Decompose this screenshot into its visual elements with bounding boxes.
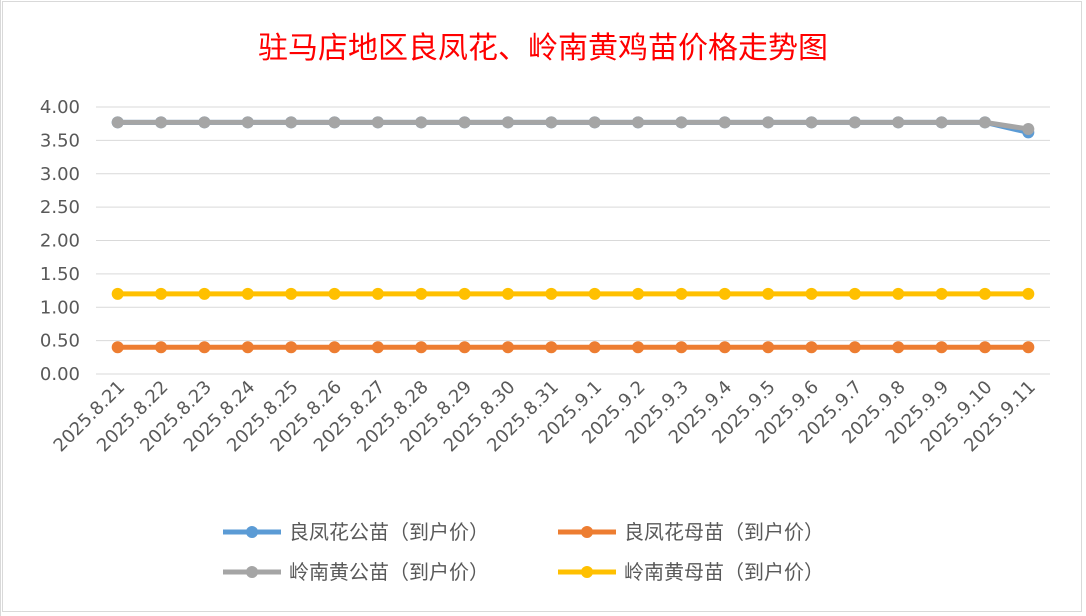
- data-point: [632, 116, 645, 129]
- legend-swatch-marker: [246, 526, 258, 538]
- series-lines: [111, 116, 1035, 354]
- data-point: [415, 116, 428, 129]
- y-tick-label: 0.50: [40, 331, 80, 352]
- data-point: [675, 116, 688, 129]
- data-point: [805, 341, 818, 354]
- data-point: [718, 116, 731, 129]
- data-point: [935, 116, 948, 129]
- chart-title: 驻马店地区良凤花、岭南黄鸡苗价格走势图: [258, 31, 828, 66]
- data-point: [848, 287, 861, 300]
- data-point: [328, 341, 341, 354]
- data-point: [718, 341, 731, 354]
- data-point: [675, 341, 688, 354]
- data-point: [501, 116, 514, 129]
- data-point: [111, 341, 124, 354]
- y-tick-label: 3.50: [40, 130, 80, 151]
- data-point: [415, 341, 428, 354]
- data-point: [848, 341, 861, 354]
- data-point: [935, 341, 948, 354]
- data-point: [285, 287, 298, 300]
- data-point: [458, 287, 471, 300]
- data-point: [458, 116, 471, 129]
- x-axis-ticks: 2025.8.212025.8.222025.8.232025.8.242025…: [50, 377, 1040, 457]
- data-point: [632, 287, 645, 300]
- series-line: [115, 119, 1031, 132]
- legend: 良凤花公苗（到户价） 良凤花母苗（到户价） 岭南黄公苗（到户价） 岭南黄母苗（到户价）: [223, 520, 824, 584]
- y-tick-label: 4.00: [40, 97, 80, 118]
- legend-label: 良凤花母苗（到户价）: [624, 520, 824, 544]
- data-point: [1022, 123, 1035, 136]
- data-point: [198, 116, 211, 129]
- data-point: [501, 287, 514, 300]
- data-point: [198, 341, 211, 354]
- data-point: [1022, 341, 1035, 354]
- legend-label: 岭南黄母苗（到户价）: [624, 560, 824, 584]
- data-point: [155, 341, 168, 354]
- data-point: [241, 116, 254, 129]
- data-point: [892, 341, 905, 354]
- data-point: [545, 287, 558, 300]
- data-point: [415, 287, 428, 300]
- data-point: [632, 341, 645, 354]
- legend-swatch-marker: [246, 566, 258, 578]
- series-3: [111, 116, 1035, 136]
- data-point: [675, 287, 688, 300]
- y-tick-label: 1.00: [40, 297, 80, 318]
- data-point: [588, 287, 601, 300]
- data-point: [762, 116, 775, 129]
- data-point: [501, 341, 514, 354]
- legend-label: 岭南黄公苗（到户价）: [289, 560, 489, 584]
- legend-item[interactable]: 良凤花母苗（到户价）: [558, 520, 824, 544]
- data-point: [762, 341, 775, 354]
- data-point: [328, 116, 341, 129]
- data-point: [545, 341, 558, 354]
- series-4: [111, 287, 1035, 300]
- data-point: [762, 287, 775, 300]
- data-point: [371, 116, 384, 129]
- y-tick-label: 2.00: [40, 231, 80, 252]
- data-point: [198, 287, 211, 300]
- legend-item[interactable]: 岭南黄公苗（到户价）: [223, 560, 489, 584]
- legend-item[interactable]: 良凤花公苗（到户价）: [223, 520, 489, 544]
- data-point: [545, 116, 558, 129]
- data-point: [588, 341, 601, 354]
- legend-item[interactable]: 岭南黄母苗（到户价）: [558, 560, 824, 584]
- line-chart: 驻马店地区良凤花、岭南黄鸡苗价格走势图 0.00 0.50 1.00 1.50 2.00…: [40, 31, 1050, 584]
- data-point: [978, 341, 991, 354]
- data-point: [892, 116, 905, 129]
- y-tick-label: 3.00: [40, 164, 80, 185]
- data-point: [978, 287, 991, 300]
- data-point: [285, 341, 298, 354]
- data-point: [328, 287, 341, 300]
- data-point: [978, 116, 991, 129]
- legend-swatch-marker: [581, 566, 593, 578]
- y-tick-label: 2.50: [40, 197, 80, 218]
- data-point: [155, 287, 168, 300]
- data-point: [588, 116, 601, 129]
- legend-swatch-marker: [581, 526, 593, 538]
- data-point: [241, 341, 254, 354]
- data-point: [848, 116, 861, 129]
- data-point: [371, 341, 384, 354]
- data-point: [155, 116, 168, 129]
- gridlines: [96, 106, 1050, 375]
- data-point: [805, 287, 818, 300]
- data-point: [241, 287, 254, 300]
- data-point: [458, 341, 471, 354]
- data-point: [111, 287, 124, 300]
- data-point: [371, 287, 384, 300]
- legend-label: 良凤花公苗（到户价）: [289, 520, 489, 544]
- y-tick-label: 1.50: [40, 264, 80, 285]
- y-tick-label: 0.00: [40, 364, 80, 385]
- data-point: [805, 116, 818, 129]
- y-axis-ticks: 0.00 0.50 1.00 1.50 2.00 2.50 3.00 3.50 4.00: [40, 97, 80, 385]
- data-point: [935, 287, 948, 300]
- data-point: [1022, 287, 1035, 300]
- data-point: [892, 287, 905, 300]
- data-point: [285, 116, 298, 129]
- data-point: [111, 116, 124, 129]
- series-2: [111, 341, 1035, 354]
- data-point: [718, 287, 731, 300]
